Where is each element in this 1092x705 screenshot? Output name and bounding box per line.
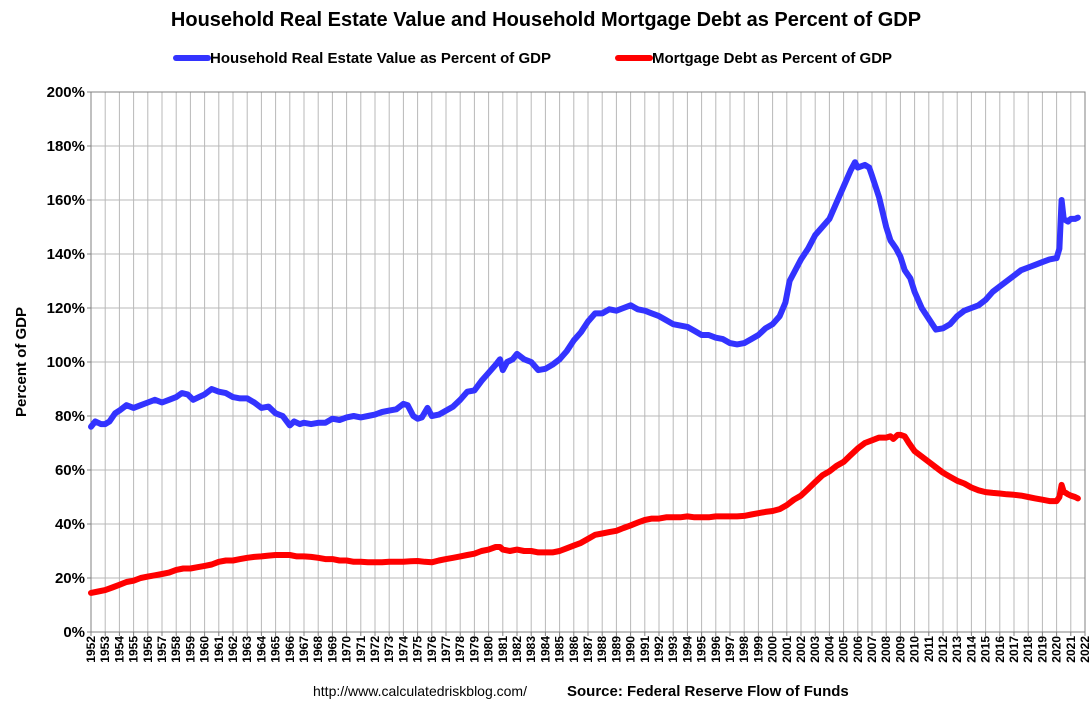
- x-tick-label: 1979: [467, 636, 481, 663]
- legend-label-real-estate: Household Real Estate Value as Percent o…: [210, 50, 551, 67]
- x-tick-label: 2013: [950, 636, 964, 663]
- x-tick-label: 1987: [581, 636, 595, 663]
- y-axis-label: Percent of GDP: [13, 307, 30, 417]
- x-tick-label: 2022: [1078, 636, 1092, 663]
- y-tick-label: 100%: [47, 354, 85, 371]
- x-tick-label: 2014: [964, 636, 978, 663]
- x-tick-label: 1965: [269, 636, 283, 663]
- x-tick-label: 2003: [808, 636, 822, 663]
- x-tick-label: 2006: [851, 636, 865, 663]
- x-tick-label: 2018: [1021, 636, 1035, 663]
- y-tick-label: 160%: [47, 192, 85, 209]
- x-tick-label: 1955: [127, 636, 141, 663]
- x-tick-label: 1999: [751, 636, 765, 663]
- x-tick-label: 1985: [553, 636, 567, 663]
- x-tick-label: 2002: [794, 636, 808, 663]
- x-tick-label: 1997: [723, 636, 737, 663]
- x-tick-label: 1966: [283, 636, 297, 663]
- x-tick-label: 2020: [1050, 636, 1064, 663]
- x-tick-label: 1978: [453, 636, 467, 663]
- x-tick-label: 1976: [425, 636, 439, 663]
- x-tick-label: 1988: [595, 636, 609, 663]
- x-tick-label: 1980: [482, 636, 496, 663]
- footer-url: http://www.calculatedriskblog.com/: [313, 683, 527, 699]
- series-lines: [88, 159, 1081, 596]
- x-tick-label: 1969: [325, 636, 339, 663]
- x-tick-label: 1958: [169, 636, 183, 663]
- x-tick-label: 1991: [638, 636, 652, 663]
- y-tick-label: 0%: [63, 624, 85, 641]
- x-tick-label: 2000: [766, 636, 780, 663]
- x-tick-label: 2019: [1035, 636, 1049, 663]
- x-tick-label: 2004: [822, 636, 836, 663]
- x-tick-label: 2010: [908, 636, 922, 663]
- y-tick-label: 60%: [55, 462, 85, 479]
- x-tick-label: 2005: [837, 636, 851, 663]
- y-axis-ticks: 0% 20% 40% 60% 80% 100% 120% 140% 160% 180% 200%: [47, 84, 91, 641]
- x-tick-label: 1994: [680, 636, 694, 663]
- x-tick-label: 1982: [510, 636, 524, 663]
- x-tick-label: 2012: [936, 636, 950, 663]
- x-tick-label: 1968: [311, 636, 325, 663]
- x-tick-label: 1977: [439, 636, 453, 663]
- x-tick-label: 2016: [993, 636, 1007, 663]
- x-tick-label: 1971: [354, 636, 368, 663]
- x-tick-label: 1983: [524, 636, 538, 663]
- x-tick-label: 1989: [609, 636, 623, 663]
- y-tick-label: 120%: [47, 300, 85, 317]
- y-tick-label: 40%: [55, 516, 85, 533]
- x-tick-label: 1990: [624, 636, 638, 663]
- x-tick-label: 1957: [155, 636, 169, 663]
- x-tick-label: 1996: [709, 636, 723, 663]
- x-tick-label: 1998: [737, 636, 751, 663]
- x-tick-label: 1961: [212, 636, 226, 663]
- x-tick-label: 2017: [1007, 636, 1021, 663]
- x-tick-label: 1993: [666, 636, 680, 663]
- x-tick-label: 1962: [226, 636, 240, 663]
- x-tick-label: 2011: [922, 636, 936, 662]
- x-tick-label: 1992: [652, 636, 666, 663]
- x-tick-label: 1959: [183, 636, 197, 663]
- x-tick-label: 1952: [84, 636, 98, 663]
- x-tick-label: 1973: [382, 636, 396, 663]
- y-tick-label: 80%: [55, 408, 85, 425]
- y-tick-label: 180%: [47, 138, 85, 155]
- legend-label-mortgage: Mortgage Debt as Percent of GDP: [652, 50, 892, 67]
- x-tick-label: 1956: [141, 636, 155, 663]
- x-tick-label: 2015: [979, 636, 993, 663]
- x-tick-label: 1964: [254, 636, 268, 663]
- x-tick-label: 2008: [879, 636, 893, 663]
- y-tick-label: 200%: [47, 84, 85, 101]
- series-line-real-estate: [88, 159, 1081, 430]
- x-tick-label: 1984: [538, 636, 552, 663]
- y-tick-label: 20%: [55, 570, 85, 587]
- x-tick-label: 1967: [297, 636, 311, 663]
- x-tick-label: 1995: [695, 636, 709, 663]
- x-tick-label: 2021: [1064, 636, 1078, 663]
- x-tick-label: 1972: [368, 636, 382, 663]
- x-tick-label: 1954: [112, 636, 126, 663]
- legend: Household Real Estate Value as Percent o…: [173, 50, 892, 67]
- x-tick-label: 1975: [411, 636, 425, 663]
- x-axis-ticks: 1952 1953 1954 1955 1956 1957 1958 1959 1960 1961…: [84, 632, 1092, 663]
- footer-source: Source: Federal Reserve Flow of Funds: [567, 683, 849, 700]
- x-tick-label: 1974: [396, 636, 410, 663]
- x-tick-label: 1953: [98, 636, 112, 663]
- x-tick-label: 2007: [865, 636, 879, 663]
- x-tick-label: 2009: [893, 636, 907, 663]
- series-line-mortgage: [88, 431, 1081, 596]
- x-tick-label: 1960: [198, 636, 212, 663]
- x-tick-label: 1986: [567, 636, 581, 663]
- x-tick-label: 2001: [780, 636, 794, 663]
- y-tick-label: 140%: [47, 246, 85, 263]
- x-tick-label: 1970: [340, 636, 354, 663]
- x-tick-label: 1981: [496, 636, 510, 663]
- chart-title: Household Real Estate Value and Househol…: [171, 9, 921, 31]
- grid: [90, 91, 1086, 633]
- x-tick-label: 1963: [240, 636, 254, 663]
